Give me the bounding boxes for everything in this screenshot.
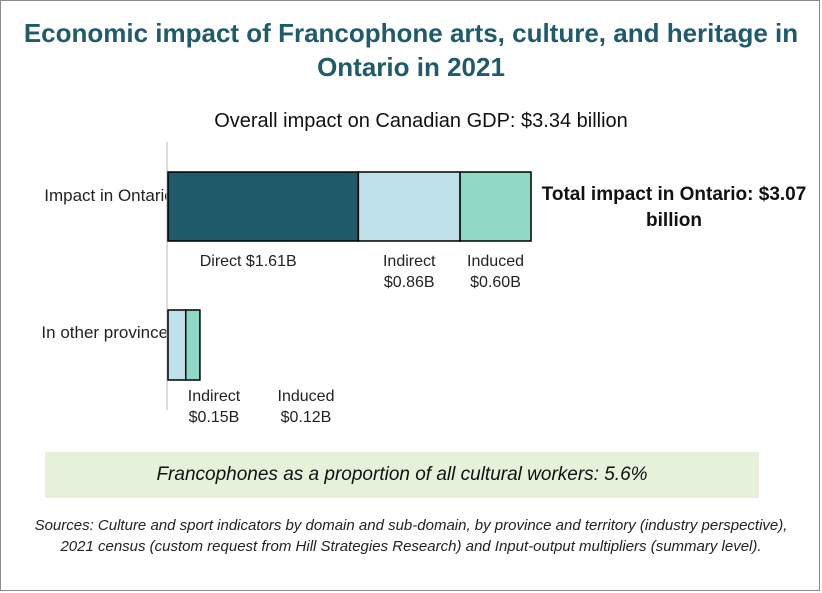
ontario-total-impact: Total impact in Ontario: $3.07 billion: [541, 184, 807, 231]
bar-group: [167, 171, 532, 381]
category-label-other-provinces: In other provinces: [41, 323, 177, 342]
bar-ontario-indirect: [357, 171, 461, 242]
sources-note: Sources: Culture and sport indicators by…: [34, 517, 788, 555]
bar-other-provinces-induced: [184, 309, 201, 381]
data-label-ontario-induced: Induced $0.60B: [467, 253, 524, 291]
category-label-ontario: Impact in Ontario: [44, 186, 174, 205]
overall-gdp-impact: Overall impact on Canadian GDP: $3.34 bi…: [214, 110, 628, 132]
bar-ontario-induced: [459, 171, 532, 242]
data-label-other-provinces-induced: Induced $0.12B: [277, 388, 335, 426]
chart-title: Economic impact of Francophone arts, cul…: [23, 18, 799, 82]
bar-ontario-direct: [167, 171, 360, 242]
francophone-proportion-stat: Francophones as a proportion of all cult…: [45, 452, 759, 498]
bar-other-provinces-indirect: [167, 309, 187, 381]
data-label-ontario-indirect: Indirect $0.86B: [382, 253, 436, 291]
data-label-ontario-direct: Direct $1.61B: [199, 253, 297, 270]
data-label-other-provinces-indirect: Indirect $0.15B: [187, 388, 241, 426]
